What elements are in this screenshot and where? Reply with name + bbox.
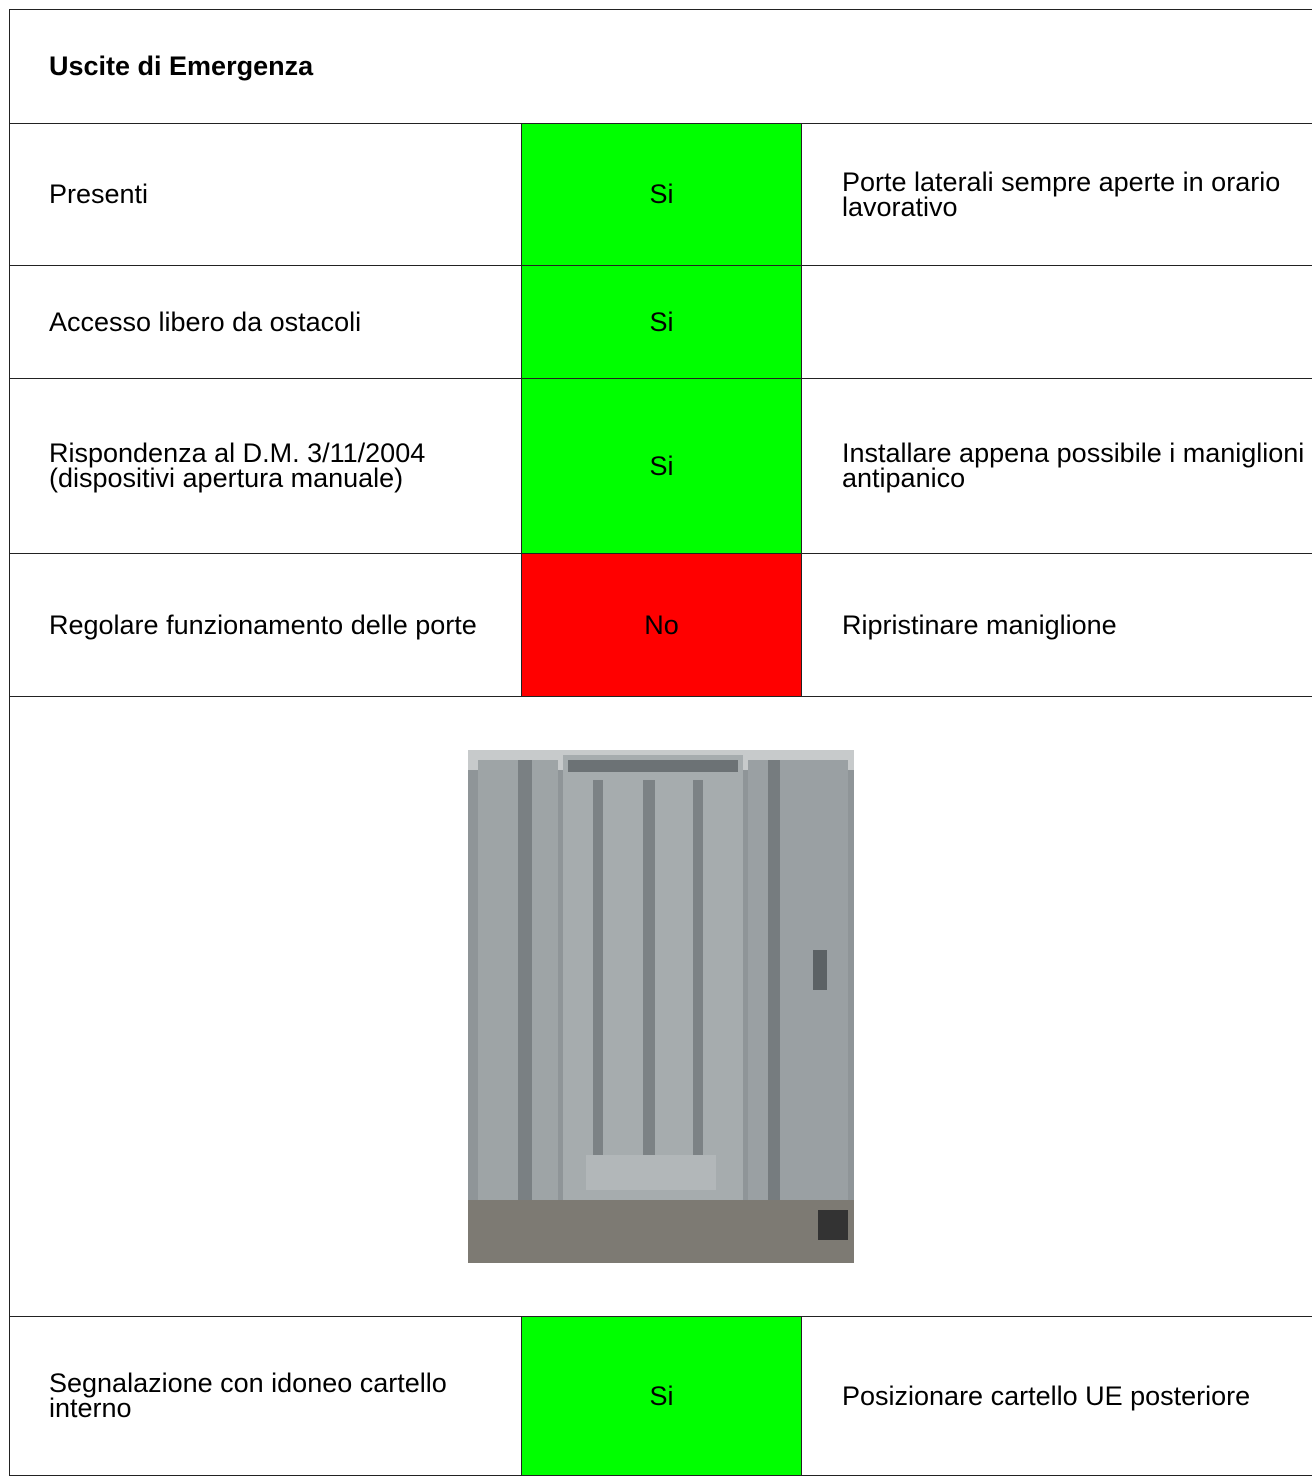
photo-door (468, 750, 854, 1263)
row-note: Ripristinare maniglione (801, 553, 1312, 697)
row-note: Installare appena possibile i maniglioni… (801, 378, 1312, 554)
row-status: Si (521, 123, 802, 266)
photo-cell (9, 696, 1312, 1317)
row-label: Accesso libero da ostacoli (9, 265, 522, 379)
table-header: Uscite di Emergenza (9, 9, 1312, 124)
row-status: Si (521, 378, 802, 554)
row-label: Segnalazione con idoneo cartello interno (9, 1316, 522, 1476)
row-label: Regolare funzionamento delle porte (9, 553, 522, 697)
row-note: Posizionare cartello UE posteriore (801, 1316, 1312, 1476)
row-note (801, 265, 1312, 379)
row-label: Presenti (9, 123, 522, 266)
row-note: Porte laterali sempre aperte in orario l… (801, 123, 1312, 266)
row-status: Si (521, 265, 802, 379)
row-status: Si (521, 1316, 802, 1476)
row-label: Rispondenza al D.M. 3/11/2004 (dispositi… (9, 378, 522, 554)
row-status: No (521, 553, 802, 697)
